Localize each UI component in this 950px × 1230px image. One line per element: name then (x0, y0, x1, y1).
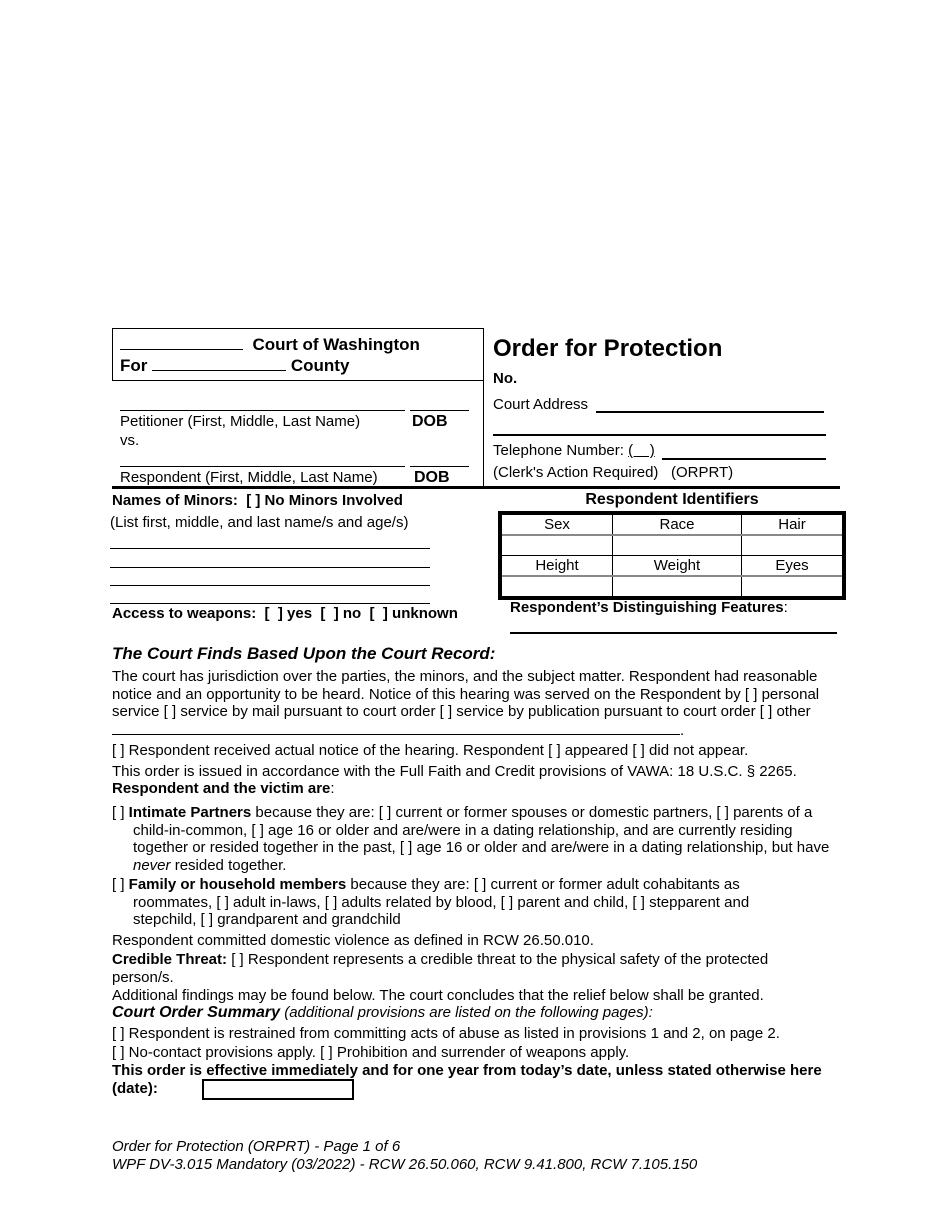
court-address-line-2[interactable] (493, 434, 826, 436)
county-line: For County (120, 356, 349, 375)
case-number-label: No. (493, 370, 518, 387)
family-members-item[interactable]: [ ] Family or household members because … (112, 876, 750, 928)
effective-statement: This order is effective immediately and … (112, 1062, 822, 1097)
minor-line[interactable] (110, 585, 430, 586)
court-name-line: Court of Washington (120, 335, 420, 354)
additional-findings: Additional findings may be found below. … (112, 987, 764, 1004)
weapons-access: Access to weapons: [ ] yes [ ] no [ ] un… (112, 605, 458, 623)
petitioner-label: Petitioner (First, Middle, Last Name) (120, 413, 361, 430)
telephone-field-line[interactable] (662, 458, 826, 460)
eyes-field[interactable] (741, 575, 845, 599)
race-field[interactable] (612, 534, 742, 556)
weapons-label: Access to weapons (112, 605, 252, 622)
respondent-label: Respondent (First, Middle, Last Name) (120, 469, 378, 486)
findings-heading: The Court Finds Based Upon the Court Rec… (112, 644, 496, 663)
telephone-label: Telephone Number: (493, 442, 624, 459)
county-label: County (290, 356, 350, 375)
sex-header: Sex (499, 512, 613, 536)
minors-heading: Names of Minors: [ ] No Minors Involved (112, 492, 403, 509)
respondent-dob-line[interactable] (410, 466, 469, 467)
court-name-blank[interactable] (120, 335, 243, 350)
race-header: Race (612, 512, 742, 536)
petitioner-name-line[interactable] (120, 410, 405, 411)
clerk-label: (Clerk's Action Required) (493, 464, 659, 481)
area-code-field[interactable]: ( ) (628, 442, 655, 459)
telephone-line: Telephone Number: ( ) (493, 442, 655, 460)
for-label: For (120, 356, 148, 375)
vs-label: vs. (120, 432, 140, 449)
summary-heading: Court Order Summary (additional provisio… (112, 1004, 653, 1021)
hair-field[interactable] (741, 534, 845, 556)
minors-label: Names of Minors (112, 492, 233, 509)
petitioner-dob-line[interactable] (410, 410, 469, 411)
weight-field[interactable] (612, 575, 742, 599)
jurisdiction-paragraph: The court has jurisdiction over the part… (112, 668, 820, 739)
minor-line[interactable] (110, 567, 430, 568)
height-header: Height (499, 555, 613, 577)
petitioner-dob-label: DOB (412, 413, 448, 430)
form-code: (ORPRT) (670, 464, 734, 481)
minor-line[interactable] (110, 603, 430, 604)
page-title: Order for Protection (493, 335, 723, 362)
height-field[interactable] (499, 575, 613, 599)
sex-field[interactable] (499, 534, 613, 556)
vertical-divider (483, 328, 484, 487)
features-line[interactable] (510, 632, 837, 634)
footer-page-info: Order for Protection (ORPRT) - Page 1 of… (112, 1138, 401, 1155)
intimate-partners-item[interactable]: [ ] Intimate Partners because they are: … (112, 804, 830, 874)
no-contact-weapons-item[interactable]: [ ] No-contact provisions apply. [ ] Pro… (112, 1044, 630, 1061)
eyes-header: Eyes (741, 555, 845, 577)
court-address-label: Court Address (493, 396, 589, 413)
court-address-line[interactable] (596, 411, 824, 413)
clerk-line: (Clerk's Action Required) (ORPRT) (493, 464, 733, 482)
minor-line[interactable] (110, 548, 430, 549)
court-of-label: Court of Washington (252, 335, 420, 354)
respondent-name-line[interactable] (120, 466, 405, 467)
identifiers-title: Respondent Identifiers (585, 491, 759, 508)
relationship-heading: Respondent and the victim are: (112, 780, 335, 797)
header-divider (112, 486, 840, 489)
features-label: Respondent’s Distinguishing Features: (510, 599, 788, 616)
court-caption-box (112, 328, 483, 381)
other-service-field[interactable] (112, 721, 680, 735)
no-minors-checkbox[interactable]: [ ] No Minors Involved (246, 492, 403, 509)
restrained-checkbox-item[interactable]: [ ] Respondent is restrained from commit… (112, 1025, 780, 1042)
weapons-options[interactable]: : [ ] yes [ ] no [ ] unknown (251, 605, 458, 622)
county-blank[interactable] (152, 356, 287, 371)
effective-date-field[interactable] (202, 1079, 354, 1100)
credible-threat-item[interactable]: Credible Threat: [ ] Respondent represen… (112, 951, 769, 986)
footer-form-info: WPF DV-3.015 Mandatory (03/2022) - RCW 2… (112, 1156, 698, 1173)
minors-instruction: (List first, middle, and last name/s and… (110, 514, 409, 531)
notice-finding[interactable]: [ ] Respondent received actual notice of… (112, 742, 749, 759)
weight-header: Weight (612, 555, 742, 577)
respondent-dob-label: DOB (414, 469, 450, 486)
dv-finding: Respondent committed domestic violence a… (112, 932, 594, 949)
identifiers-table: Sex Race Hair Height Weight Eyes (498, 511, 846, 600)
vawa-statement: This order is issued in accordance with … (112, 763, 797, 780)
hair-header: Hair (741, 512, 845, 536)
